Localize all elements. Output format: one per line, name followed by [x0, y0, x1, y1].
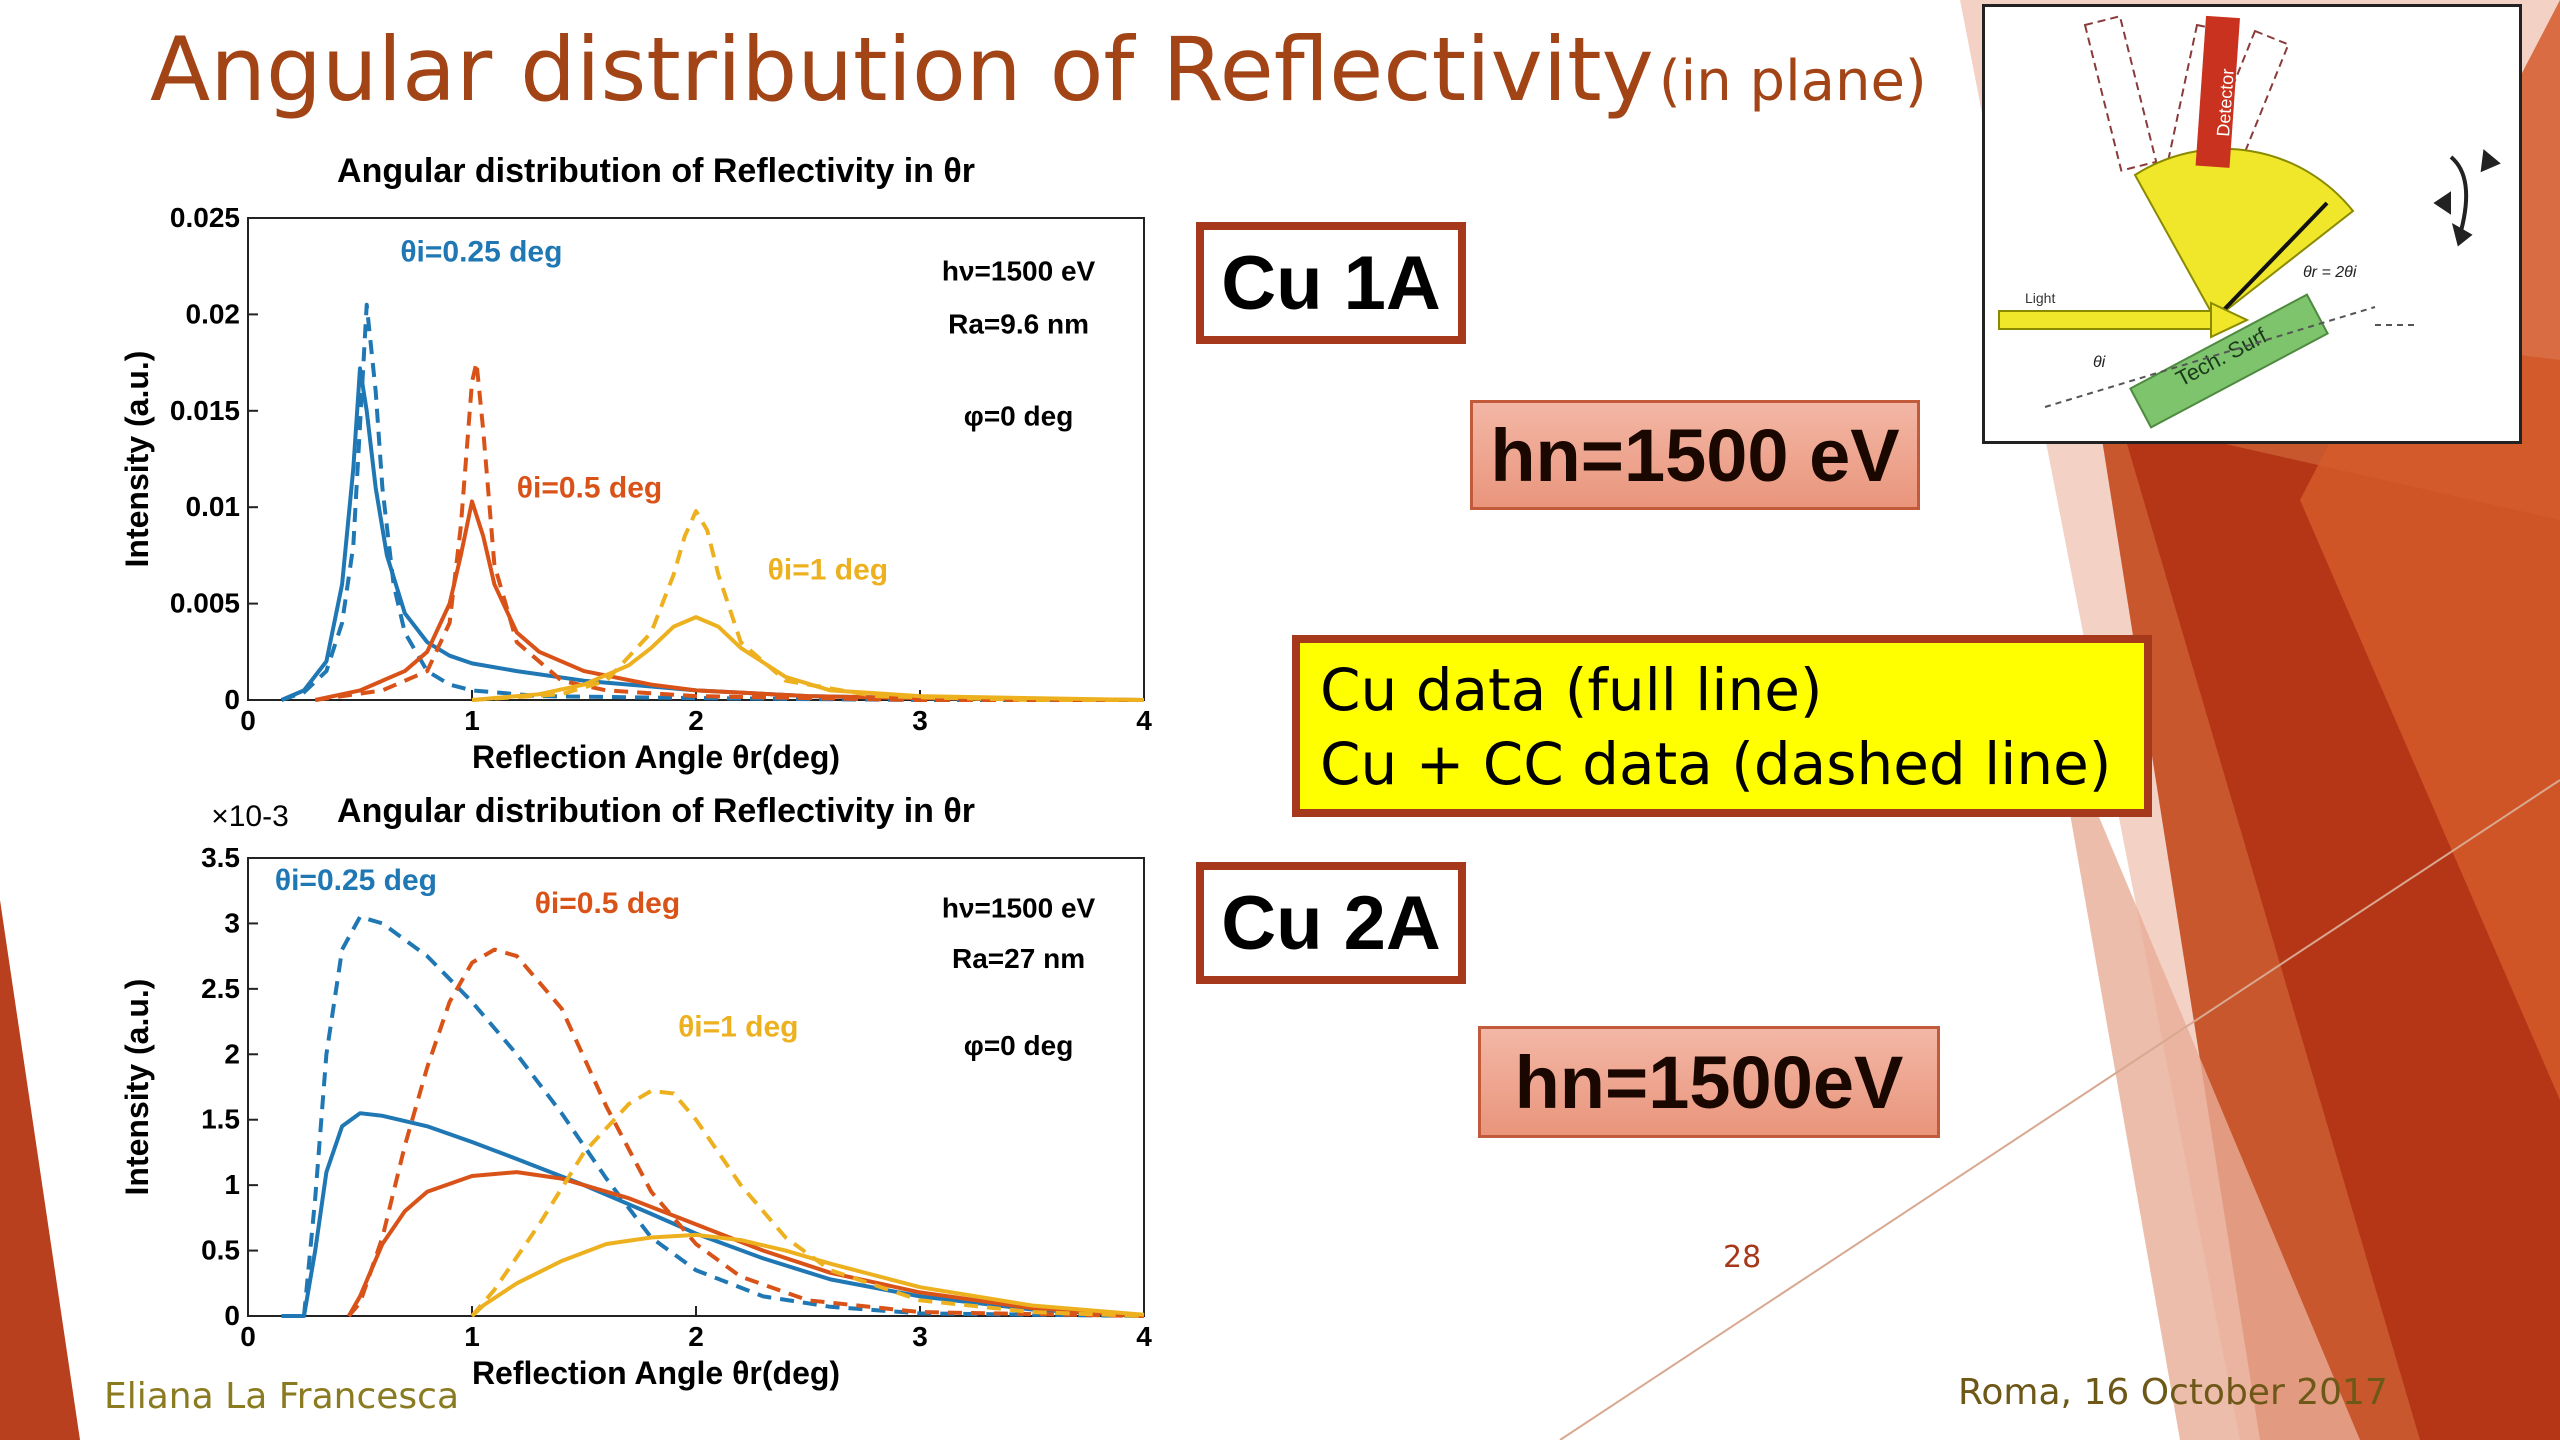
x-tick-label: 0 [240, 705, 256, 736]
x-tick-label: 2 [688, 705, 704, 736]
geometry-diagram: Detector Light Tech. Surf θr = 2θi θi [1998, 15, 2501, 429]
chart-annotation: Ra=27 nm [952, 943, 1085, 974]
chart-annotation: φ=0 deg [964, 1030, 1074, 1061]
x-tick-label: 1 [464, 1321, 480, 1352]
chart-annotation: Ra=9.6 nm [948, 309, 1089, 340]
hn1-label-text: hn=1500 eV [1490, 413, 1900, 497]
x-tick-label: 1 [464, 705, 480, 736]
series-line-solid [347, 1170, 1145, 1318]
y-tick-label: 0.02 [186, 298, 241, 329]
y-tick-label: 2 [224, 1038, 240, 1069]
rotation-arrow-down [2451, 222, 2473, 247]
y-tick-label: 0.5 [201, 1235, 240, 1266]
chart-annotation: hν=1500 eV [942, 893, 1096, 924]
chart-annotation: hν=1500 eV [942, 256, 1096, 287]
chart-cu2a: Angular distribution of Reflectivity in … [119, 792, 1152, 1391]
theta-r-label: θr = 2θi [2303, 264, 2357, 281]
y-tick-label: 0.025 [170, 202, 240, 233]
deco-right-band-5 [2050, 700, 2360, 1440]
hn2-label-text: hn=1500eV [1514, 1040, 1904, 1124]
theta-i-label: θi [2093, 354, 2106, 371]
rotation-arrows [2433, 149, 2501, 247]
ghost-detector-3 [2197, 29, 2290, 185]
chart-annotation: φ=0 deg [964, 400, 1074, 431]
x-tick-label: 2 [688, 1321, 704, 1352]
series-line-dashed [470, 1088, 1145, 1318]
cu2a-label-text: Cu 2A [1221, 880, 1441, 966]
hn2-label: hn=1500eV [1478, 1026, 1940, 1138]
reflection-line [2213, 201, 2329, 321]
slide-title-sub: (in plane) [1658, 49, 1927, 114]
light-beam [1998, 310, 2214, 330]
y-tick-label: 3.5 [201, 842, 240, 873]
series-line-dashed [347, 947, 1145, 1318]
y-axis-label: Intensity (a.u.) [119, 351, 155, 568]
detector-sector [2133, 147, 2355, 321]
light-arrow [2210, 301, 2250, 339]
rotation-arrow-left [2433, 191, 2451, 215]
slide-title: Angular distribution of Reflectivity (in… [150, 18, 1927, 121]
y-tick-label: 3 [224, 907, 240, 938]
series-line-solid [281, 1111, 1145, 1318]
light-label: Light [2025, 290, 2055, 306]
y-tick-label: 2.5 [201, 973, 240, 1004]
series-label: θi=0.25 deg [400, 235, 562, 268]
rotation-arc [2449, 155, 2469, 232]
y-tick-label: 0.01 [186, 491, 241, 522]
tech-surface [2129, 293, 2329, 429]
detector-label: Detector [2213, 68, 2238, 137]
legend-line-full: Cu data (full line) [1320, 656, 1823, 724]
series-label: θi=0.5 deg [535, 887, 680, 920]
x-tick-label: 4 [1136, 1321, 1152, 1352]
series-label: θi=1 deg [768, 554, 888, 587]
footer-date: Roma, 16 October 2017 [1958, 1372, 2388, 1413]
series-line-dashed [280, 302, 1144, 702]
deco-thin-line [1559, 779, 2560, 1440]
series-label: θi=0.25 deg [275, 864, 437, 897]
chart-title: Angular distribution of Reflectivity in … [337, 792, 975, 830]
y-tick-label: 1 [224, 1169, 240, 1200]
y-multiplier-label: ×10-3 [211, 800, 289, 833]
series-label: θi=1 deg [678, 1011, 798, 1044]
rotation-arrow-up [2480, 149, 2501, 173]
x-axis-label: Reflection Angle θr(deg) [472, 1355, 840, 1391]
surface-normal-dashed [2044, 306, 2376, 408]
cu2a-label: Cu 2A [1196, 862, 1466, 984]
y-tick-label: 1.5 [201, 1104, 240, 1135]
hn1-label: hn=1500 eV [1470, 400, 1920, 510]
chart-title: Angular distribution of Reflectivity in … [337, 152, 975, 190]
x-tick-label: 3 [912, 705, 928, 736]
footer-author: Eliana La Francesca [104, 1376, 460, 1417]
series-line-dashed [281, 914, 1145, 1318]
page-number: 28 [1723, 1240, 1762, 1275]
y-tick-label: 0 [224, 1300, 240, 1331]
y-tick-label: 0.015 [170, 395, 240, 426]
geometry-inset: Detector Light Tech. Surf θr = 2θi θi [1982, 4, 2522, 444]
x-tick-label: 0 [240, 1321, 256, 1352]
cu1a-label: Cu 1A [1196, 222, 1466, 344]
series-line-solid [314, 499, 1145, 702]
detector-body [2195, 15, 2240, 168]
legend-line-dashed: Cu + CC data (dashed line) [1320, 730, 2112, 798]
series-line-dashed [314, 360, 1144, 702]
plot-area [247, 217, 1145, 701]
line-style-legend: Cu data (full line) Cu + CC data (dashed… [1292, 635, 2152, 817]
series-line-solid [470, 1232, 1145, 1318]
series-line-dashed [471, 509, 1144, 702]
ghost-detector-1 [2083, 15, 2158, 172]
series-label: θi=0.5 deg [517, 472, 662, 505]
y-tick-label: 0.005 [170, 588, 240, 619]
deco-left-wedge [0, 900, 80, 1440]
x-axis-label: Reflection Angle θr(deg) [472, 739, 840, 775]
chart-cu1a: Angular distribution of Reflectivity in … [119, 152, 1152, 775]
slide-title-main: Angular distribution of Reflectivity [150, 18, 1654, 121]
y-tick-label: 0 [224, 684, 240, 715]
cu1a-label-text: Cu 1A [1221, 240, 1441, 326]
x-tick-label: 4 [1136, 705, 1152, 736]
x-tick-label: 3 [912, 1321, 928, 1352]
y-axis-label: Intensity (a.u.) [119, 979, 155, 1196]
